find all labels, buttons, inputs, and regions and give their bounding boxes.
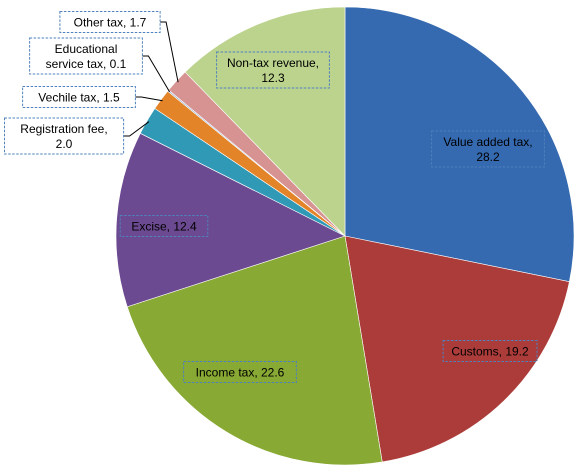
slice-excise: [115, 132, 346, 308]
label-text-registration-fee: Registration fee,: [20, 122, 107, 136]
label-box-registration-fee: [4, 117, 125, 155]
label-text-value-added-tax: 28.2: [476, 150, 500, 164]
leader-lines: [123, 21, 179, 137]
label-box-other-tax: [59, 11, 161, 33]
leader-registration-fee: [123, 121, 150, 137]
leader-educational-service-tax: [142, 55, 171, 93]
label-box-educational-service-tax: [29, 37, 143, 75]
label-text-educational-service-tax: Educational: [55, 42, 118, 56]
pie-slices: [115, 6, 575, 466]
slice-non-tax-revenue: [184, 6, 346, 237]
label-text-non-tax-revenue: Non-tax revenue,: [227, 56, 319, 70]
label-vechile-tax: Vechile tax, 1.5: [22, 86, 136, 108]
label-box-vechile-tax: [22, 86, 136, 108]
label-value-added-tax: Value added tax,28.2: [431, 130, 545, 168]
label-box-income-tax: [183, 361, 297, 383]
slice-customs: [344, 235, 570, 463]
label-income-tax: Income tax, 22.6: [183, 361, 297, 383]
slice-value-added-tax: [344, 6, 575, 283]
label-text-vechile-tax: Vechile tax, 1.5: [38, 91, 120, 105]
label-text-educational-service-tax: service tax, 0.1: [46, 57, 127, 71]
label-text-other-tax: Other tax, 1.7: [74, 16, 147, 30]
slice-labels: Value added tax,28.2 Customs, 19.2 Income …: [4, 11, 545, 383]
label-non-tax-revenue: Non-tax revenue,12.3: [216, 51, 330, 89]
label-excise: Excise, 12.4: [119, 215, 209, 237]
slice-income-tax: [126, 235, 383, 466]
label-text-income-tax: Income tax, 22.6: [196, 366, 285, 380]
label-customs: Customs, 19.2: [442, 340, 538, 362]
leader-other-tax: [160, 21, 179, 83]
label-text-customs: Customs, 19.2: [451, 345, 529, 359]
label-text-registration-fee: 2.0: [56, 137, 73, 151]
label-text-value-added-tax: Value added tax,: [443, 135, 532, 149]
label-text-excise: Excise, 12.4: [131, 220, 197, 234]
leader-vechile-tax: [135, 96, 163, 102]
label-text-non-tax-revenue: 12.3: [261, 71, 285, 85]
label-box-non-tax-revenue: [216, 51, 330, 89]
label-box-excise: [119, 215, 209, 237]
label-other-tax: Other tax, 1.7: [59, 11, 161, 33]
label-box-value-added-tax: [431, 130, 545, 168]
label-box-customs: [442, 340, 538, 362]
label-registration-fee: Registration fee,2.0: [4, 117, 125, 155]
